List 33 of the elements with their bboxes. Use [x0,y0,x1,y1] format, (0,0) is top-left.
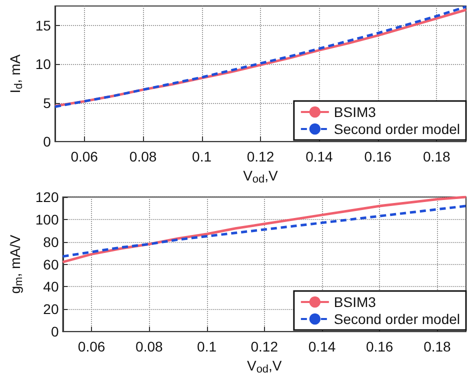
y-tick-label: 10 [35,56,52,72]
y-tick-label: 0 [43,134,52,150]
line-series [62,196,468,264]
x-tick-label: 0.14 [308,338,336,355]
x-tick-label: 0.06 [78,338,106,355]
x-tick-label: 0.16 [366,338,394,355]
x-tick-label: 0.1 [192,148,212,165]
y-tick-label: 80 [43,234,59,250]
x-tick-label: 0.08 [136,338,164,355]
line-series [62,204,468,258]
y-tick-label: 5 [43,94,52,111]
x-tick-label: 0.08 [129,148,157,165]
x-tick-label: 0.16 [364,148,392,165]
y-tick-label: 15 [35,17,52,34]
x-tick-label: 0.12 [246,148,274,165]
legend-label: Second order model [334,311,460,327]
x-tick-label: 0.1 [197,338,217,355]
y-axis-title: gm, mA/V [7,234,25,294]
x-tick-label: 0.06 [70,148,98,165]
y-tick-label: 40 [43,278,59,295]
y-tick-label: 100 [35,211,59,228]
legend-label: BSIM3 [334,104,376,120]
legend-label: BSIM3 [334,294,376,310]
y-tick-label: 0 [50,324,59,340]
y-tick-label: 60 [43,256,59,272]
y-tick-label: 20 [43,301,59,318]
legend-label: Second order model [334,121,460,137]
y-tick-label: 120 [35,189,59,205]
y-axis-title: Id, mA [7,54,25,94]
x-tick-label: 0.12 [250,338,278,355]
x-tick-label: 0.14 [306,148,334,165]
x-tick-label: 0.18 [423,148,450,165]
x-tick-label: 0.18 [424,338,452,355]
